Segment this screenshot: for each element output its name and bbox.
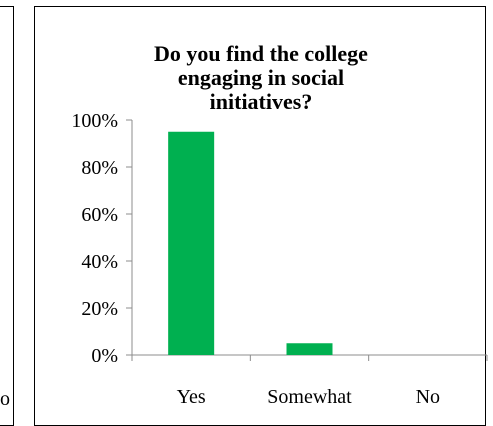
y-tick-label: 20% <box>81 298 118 320</box>
y-tick-label: 0% <box>91 345 118 367</box>
x-tick-label: No <box>416 386 440 408</box>
chart-title-line-3: initiatives? <box>209 89 313 114</box>
y-tick-label: 80% <box>81 157 118 179</box>
x-tick-label: Yes <box>177 386 206 408</box>
adjacent-panel-clipped-text: o <box>0 388 10 410</box>
chart-title: Do you find the college engaging in soci… <box>35 42 487 114</box>
y-tick-label: 100% <box>71 110 118 132</box>
y-tick-label: 60% <box>81 204 118 226</box>
y-tick-label: 40% <box>81 251 118 273</box>
chart-title-line-1: Do you find the college <box>154 41 368 66</box>
bar-yes <box>168 131 215 355</box>
bar-somewhat <box>286 343 333 355</box>
x-tick-label: Somewhat <box>267 386 352 408</box>
chart-title-line-2: engaging in social <box>177 65 345 90</box>
